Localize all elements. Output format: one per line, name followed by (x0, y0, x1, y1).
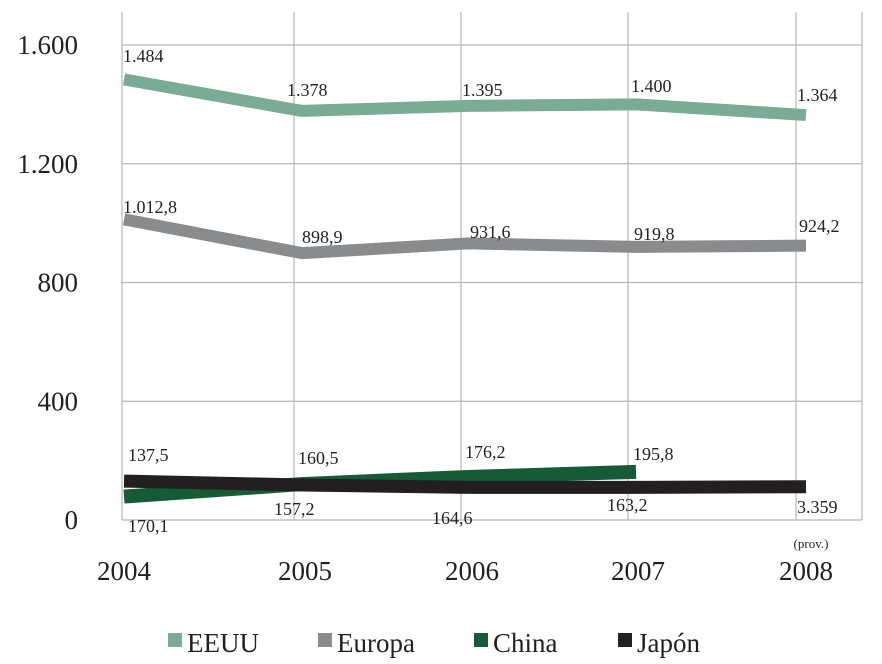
data-label: 137,5 (128, 445, 169, 465)
data-label: 176,2 (465, 442, 506, 462)
data-label: 898,9 (302, 227, 343, 247)
y-tick-label: 800 (38, 268, 79, 298)
legend-label: Europa (337, 628, 415, 658)
series-line-japón (123, 474, 807, 494)
x-tick-label: 2007 (611, 556, 665, 586)
data-label: 157,2 (274, 499, 315, 519)
legend-swatch (168, 633, 182, 647)
y-tick-label: 0 (65, 505, 79, 535)
legend-swatch (318, 633, 332, 647)
data-label: 1.378 (287, 80, 328, 100)
legend-label: China (493, 628, 558, 658)
y-tick-label: 1.600 (17, 30, 78, 60)
data-label: 163,2 (607, 495, 648, 515)
data-label: 919,8 (634, 224, 675, 244)
series-line-europa (122, 213, 807, 260)
legend-label: EEUU (187, 628, 259, 658)
y-tick-label: 1.200 (17, 149, 78, 179)
data-label: 3.359 (797, 497, 838, 517)
data-label: 1.400 (631, 76, 672, 96)
data-label: 1.484 (123, 46, 164, 66)
x-tick-label: 2006 (445, 556, 499, 586)
data-label: 1.395 (462, 80, 503, 100)
data-label: 931,6 (470, 222, 511, 242)
legend-swatch (474, 633, 488, 647)
x-tick-label: 2004 (97, 556, 152, 586)
data-label: 195,8 (633, 444, 674, 464)
series-line-eeuu (122, 73, 807, 122)
data-label: 164,6 (432, 508, 473, 528)
x-tick-note: (prov.) (794, 536, 829, 551)
legend-swatch (618, 633, 632, 647)
x-tick-label: 2008 (779, 556, 833, 586)
data-label: 1.364 (797, 85, 838, 105)
x-tick-label: 2005 (278, 556, 332, 586)
data-label: 160,5 (298, 448, 339, 468)
data-label: 1.012,8 (123, 197, 177, 217)
data-label: 924,2 (799, 216, 840, 236)
y-tick-label: 400 (38, 386, 79, 416)
legend-label: Japón (637, 628, 700, 658)
data-label: 170,1 (128, 516, 169, 536)
